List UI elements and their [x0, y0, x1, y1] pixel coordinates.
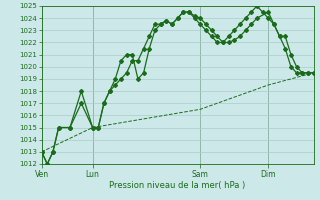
X-axis label: Pression niveau de la mer( hPa ): Pression niveau de la mer( hPa ): [109, 181, 246, 190]
